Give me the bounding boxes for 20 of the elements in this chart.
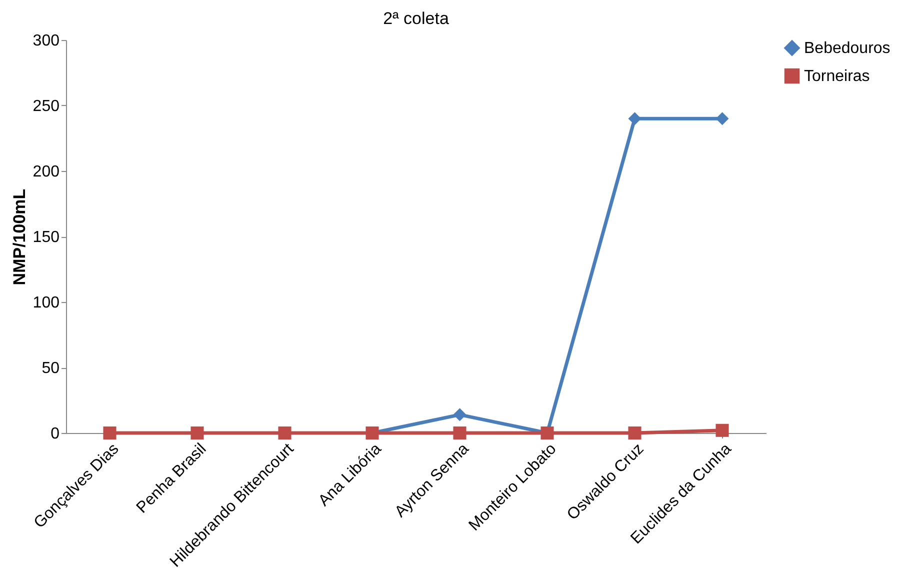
point [716,424,729,437]
legend-label: Bebedouros [804,40,890,57]
point [628,112,642,126]
y-tick-label: 0 [50,426,60,442]
y-tick-label: 50 [42,360,60,377]
y-tick-label: 200 [32,164,60,180]
point [190,426,204,440]
y-tick-label: 300 [32,32,60,50]
chart-title: 2ª coleta [383,9,450,28]
point [453,408,466,422]
y-tick-label: 250 [32,98,60,115]
y-axis-title: NMP/100mL [10,188,29,286]
y-tick-label: 150 [32,229,60,246]
point [103,426,116,440]
point [453,426,466,440]
y-tick-label: 100 [32,294,60,312]
point [716,112,729,126]
point [628,426,642,440]
legend-label: Torneiras [804,68,870,85]
point [278,426,292,440]
